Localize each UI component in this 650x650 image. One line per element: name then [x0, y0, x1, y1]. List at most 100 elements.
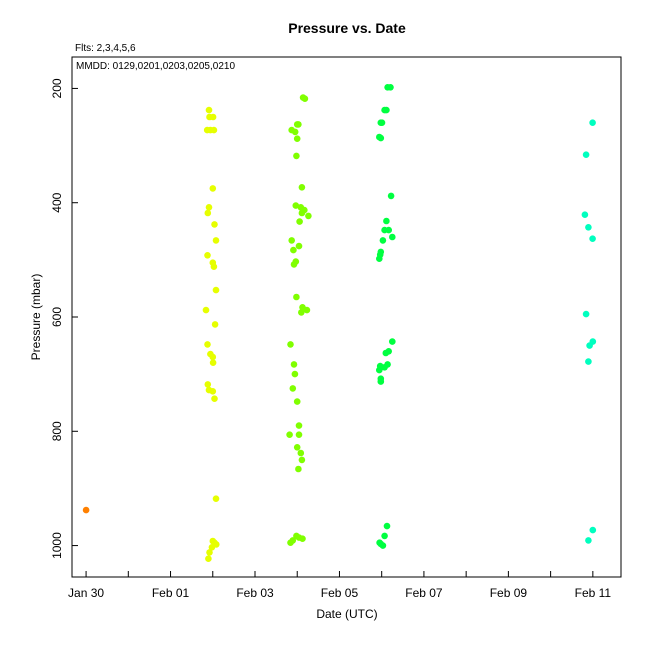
data-point-series-1: [82, 506, 90, 514]
data-point-series-3: [303, 306, 311, 314]
data-point-series-4: [383, 217, 390, 225]
data-point-series-4: [382, 349, 390, 357]
data-point-series-3: [293, 398, 301, 405]
data-point-series-4: [376, 255, 383, 262]
y-tick-label: 400: [50, 192, 64, 212]
data-point-series-4: [389, 233, 396, 241]
data-point-series-4: [385, 226, 393, 234]
data-point-series-2: [209, 185, 217, 192]
x-tick-label: Feb 07: [405, 586, 443, 600]
data-point-series-2: [210, 126, 218, 134]
data-point-series-3: [293, 293, 300, 301]
data-point-series-5: [586, 342, 593, 349]
data-point-series-2: [204, 252, 211, 259]
data-point-series-4: [378, 119, 386, 126]
data-point-series-4: [389, 338, 396, 345]
data-point-series-3: [293, 152, 300, 160]
data-point-series-3: [295, 121, 302, 128]
data-point-series-2: [212, 286, 220, 294]
data-point-series-2: [211, 395, 218, 403]
data-point-series-2: [204, 381, 212, 388]
data-point-series-5: [589, 526, 597, 534]
data-point-series-2: [212, 237, 220, 244]
data-point-series-2: [210, 263, 218, 271]
data-point-series-2: [204, 209, 212, 217]
data-point-series-2: [208, 544, 216, 551]
data-point-series-2: [205, 555, 212, 562]
data-point-series-4: [387, 84, 394, 91]
x-tick-label: Feb 01: [152, 586, 190, 600]
x-tick-label: Feb 11: [575, 586, 612, 600]
data-point-series-3: [298, 309, 305, 316]
data-point-series-3: [298, 184, 306, 191]
data-point-series-4: [379, 542, 387, 549]
data-point-series-4: [377, 134, 385, 142]
data-point-series-4: [383, 522, 391, 530]
data-point-series-3: [288, 237, 296, 244]
data-point-series-3: [299, 535, 306, 542]
data-point-series-2: [206, 549, 213, 556]
data-point-series-2: [211, 321, 219, 328]
y-tick-label: 200: [50, 78, 64, 98]
data-point-series-3: [297, 449, 305, 457]
data-point-series-4: [381, 364, 388, 371]
data-point-series-2: [212, 495, 220, 503]
data-point-series-3: [305, 212, 312, 220]
data-point-series-2: [209, 388, 217, 395]
data-point-series-4: [379, 237, 387, 244]
y-tick-label: 800: [50, 421, 64, 441]
data-point-series-3: [287, 341, 294, 348]
flights-note: Flts: 2,3,4,5,6: [75, 43, 136, 54]
data-point-series-4: [377, 378, 385, 385]
data-points: [82, 84, 597, 562]
data-point-series-2: [205, 204, 213, 211]
data-point-series-5: [582, 310, 590, 318]
x-tick-label: Feb 05: [321, 586, 359, 600]
data-point-series-4: [387, 192, 395, 200]
data-point-series-2: [202, 306, 210, 314]
y-tick-label: 600: [50, 307, 64, 327]
data-point-series-3: [296, 218, 303, 225]
data-point-series-3: [298, 456, 306, 464]
data-point-series-5: [585, 537, 592, 544]
data-point-series-3: [295, 431, 303, 439]
data-point-series-3: [286, 431, 293, 439]
data-point-series-3: [301, 95, 309, 102]
data-point-series-3: [290, 246, 297, 254]
data-point-series-4: [383, 106, 390, 114]
data-point-series-5: [581, 211, 589, 218]
data-point-series-3: [287, 539, 294, 546]
data-point-series-3: [295, 242, 303, 250]
data-point-series-3: [295, 422, 303, 429]
data-point-series-2: [204, 341, 211, 348]
data-point-series-3: [293, 444, 301, 451]
x-tick-label: Feb 09: [490, 586, 528, 600]
y-tick-label: 1000: [50, 532, 64, 559]
data-point-series-3: [295, 465, 302, 473]
data-point-series-3: [289, 385, 297, 392]
data-point-series-3: [290, 361, 298, 368]
y-axis: 200 400 600 800 1000: [50, 78, 78, 559]
data-point-series-3: [298, 209, 306, 217]
data-point-series-3: [292, 202, 300, 209]
data-point-series-4: [376, 366, 383, 374]
data-point-series-2: [205, 106, 213, 114]
x-axis: Jan 30 Feb 01 Feb 03 Feb 05 Feb 07 Feb 09 Feb …: [68, 571, 611, 600]
data-point-series-3: [290, 261, 298, 268]
plot-frame: [71, 56, 622, 578]
data-point-series-2: [209, 113, 217, 121]
data-point-series-5: [585, 358, 592, 365]
data-point-series-3: [293, 135, 301, 142]
data-point-series-3: [291, 370, 299, 378]
x-axis-label: Date (UTC): [316, 607, 377, 621]
y-axis-label: Pressure (mbar): [29, 274, 43, 361]
chart-title: Pressure vs. Date: [288, 20, 406, 36]
data-point-series-2: [211, 221, 218, 228]
data-point-series-2: [209, 353, 217, 361]
data-point-series-3: [291, 128, 299, 136]
data-point-series-4: [381, 532, 388, 540]
data-point-series-5: [582, 151, 590, 158]
x-tick-label: Feb 03: [236, 586, 274, 600]
data-point-series-5: [585, 224, 592, 231]
